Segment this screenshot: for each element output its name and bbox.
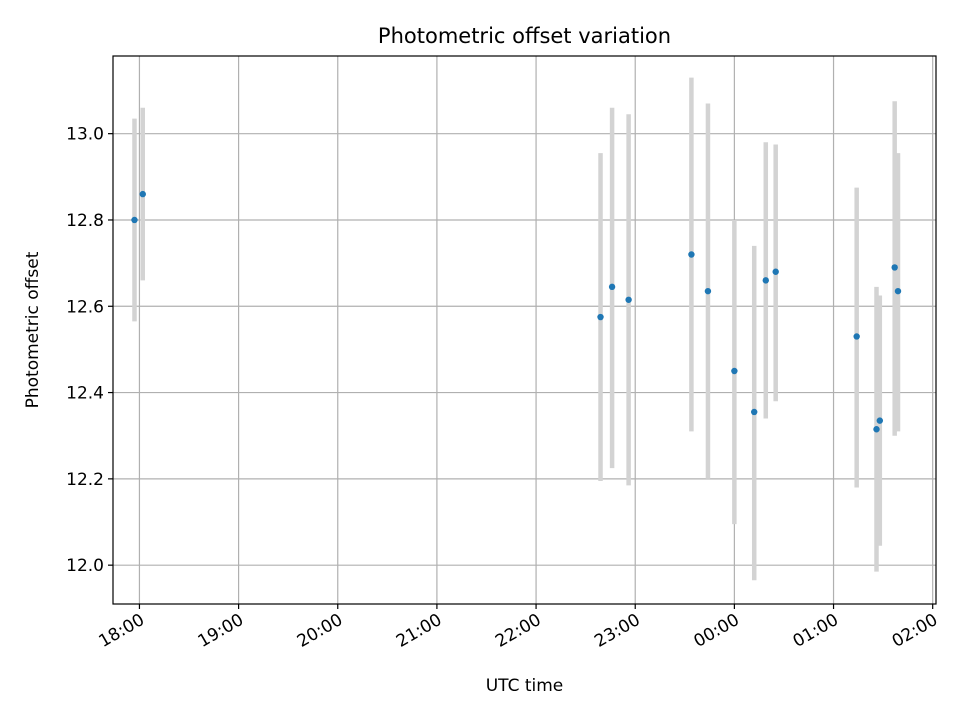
data-point bbox=[704, 287, 712, 295]
data-point bbox=[873, 426, 880, 433]
y-tick-label: 12.2 bbox=[66, 470, 104, 490]
data-point bbox=[597, 313, 604, 321]
data-point bbox=[688, 251, 695, 258]
data-point bbox=[131, 216, 138, 224]
error-bars bbox=[132, 77, 901, 581]
y-tick-label: 13.0 bbox=[66, 125, 104, 145]
plot-frame bbox=[112, 55, 937, 605]
grid bbox=[113, 56, 936, 604]
y-tick-label: 12.4 bbox=[66, 384, 104, 404]
x-tick-label: 20:00 bbox=[294, 610, 346, 652]
x-tick-label: 18:00 bbox=[96, 610, 148, 652]
x-tick-label: 22:00 bbox=[492, 610, 544, 652]
y-axis-label: Photometric offset bbox=[23, 251, 43, 408]
x-tick-label: 02:00 bbox=[889, 610, 941, 652]
data-point bbox=[625, 296, 632, 303]
data-point bbox=[762, 277, 769, 284]
data-point bbox=[139, 190, 146, 198]
data-point bbox=[891, 264, 898, 271]
x-tick-label: 21:00 bbox=[393, 610, 445, 652]
ticks: 18:00 19:00 20:00 21:00 22:00 23:00 00:00 01:00… bbox=[66, 125, 941, 652]
y-tick-label: 12.8 bbox=[66, 211, 104, 231]
data-points bbox=[131, 190, 902, 433]
data-point bbox=[876, 417, 884, 424]
data-point bbox=[894, 287, 902, 295]
x-tick-label: 00:00 bbox=[690, 610, 742, 652]
y-tick-label: 12.6 bbox=[66, 297, 104, 317]
data-point bbox=[772, 268, 779, 275]
chart-title: Photometric offset variation bbox=[378, 24, 671, 48]
data-point bbox=[751, 408, 758, 416]
data-point bbox=[608, 283, 616, 291]
x-tick-label: 23:00 bbox=[591, 610, 643, 652]
data-point bbox=[853, 333, 860, 340]
data-point bbox=[731, 367, 738, 375]
x-tick-label: 01:00 bbox=[790, 610, 842, 652]
x-axis-label: UTC time bbox=[486, 676, 564, 696]
y-tick-label: 12.0 bbox=[66, 556, 104, 576]
x-tick-label: 19:00 bbox=[195, 610, 247, 652]
